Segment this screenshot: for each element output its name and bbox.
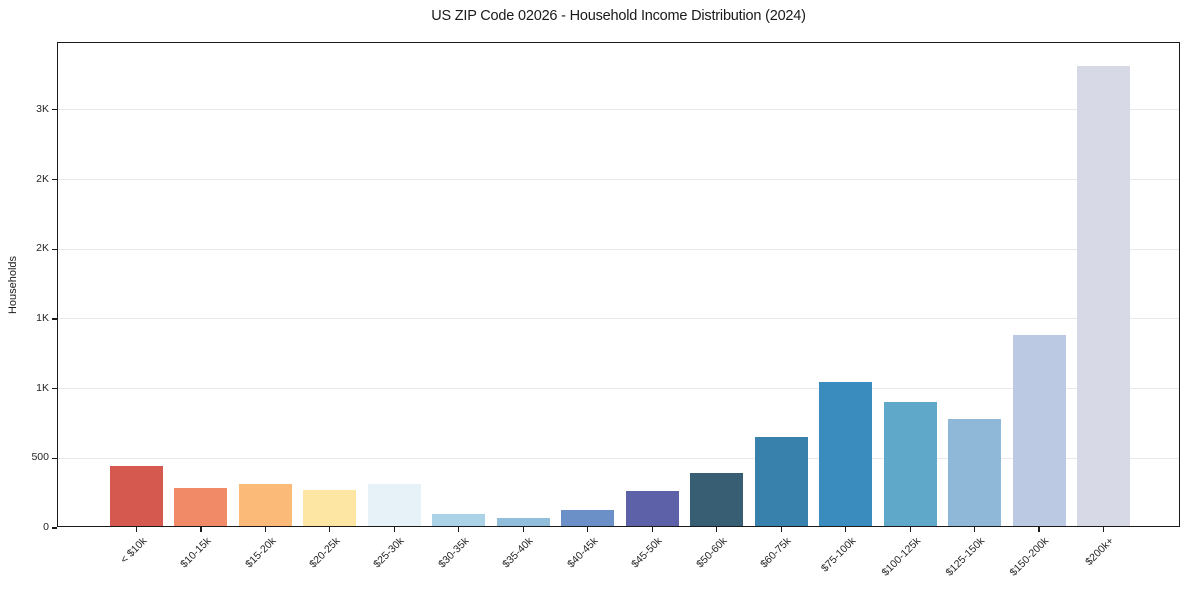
x-tick-mark [587, 527, 589, 532]
x-tick-mark [135, 527, 138, 532]
x-tick-label: $40-45k [564, 535, 601, 571]
x-tick-label: $60-75k [758, 535, 794, 571]
x-tick-label: $20-25k [307, 535, 343, 571]
x-tick-mark [458, 527, 460, 532]
y-tick-label: 3K [36, 102, 49, 115]
plot-area [52, 42, 1180, 532]
x-tick-mark [1038, 527, 1040, 532]
x-tick-mark [1102, 527, 1105, 532]
x-tick-label: < $10k [117, 535, 149, 566]
bar-50-60k [690, 473, 744, 526]
bar-100-125k [883, 401, 937, 526]
x-tick-label: $25-30k [371, 535, 407, 571]
y-tick-mark [52, 318, 57, 320]
y-tick-label: 1K [36, 311, 49, 324]
x-tick-label: $125-150k [943, 535, 988, 579]
gridline-y-2000 [58, 248, 1179, 250]
x-tick-label: $35-40k [500, 535, 536, 571]
y-tick-mark [52, 109, 57, 111]
x-tick-label: $100-125k [879, 535, 923, 579]
gridline-y-2500 [58, 179, 1179, 181]
bar-125-150k [948, 419, 1002, 526]
y-tick-label: 2K [36, 242, 49, 255]
x-tick-mark [780, 527, 782, 532]
x-tick-mark [393, 527, 395, 532]
gridline-y-3000 [58, 109, 1179, 111]
x-tick-mark [522, 527, 524, 532]
gridline-y-1500 [58, 318, 1179, 320]
bar-30-35k [432, 514, 486, 526]
y-tick-mark [52, 178, 57, 181]
x-tick-label: $75-100k [818, 535, 859, 575]
x-tick-mark [200, 527, 202, 532]
y-axis-label: Households [7, 255, 19, 314]
x-tick-label: $10-15k [178, 535, 214, 571]
x-tick-label: $15-20k [242, 535, 278, 571]
x-tick-label: $30-35k [436, 535, 472, 571]
x-tick-mark [329, 527, 331, 532]
x-tick-label: $150-200k [1008, 535, 1052, 579]
y-tick-label: 1K [36, 381, 49, 394]
bar-10-15k [174, 488, 228, 526]
y-tick-mark [52, 527, 57, 529]
y-tick-mark [52, 388, 57, 390]
bar-25-30k [367, 483, 421, 526]
bar-10k [110, 466, 163, 526]
bar-60-75k [754, 436, 808, 526]
x-tick-mark [651, 527, 653, 532]
y-tick-label: 2K [36, 172, 49, 185]
x-tick-mark [264, 527, 267, 532]
x-tick-mark [974, 527, 976, 532]
y-tick-mark [52, 248, 57, 250]
y-tick-mark [52, 457, 57, 459]
x-tick-mark [909, 527, 911, 532]
chart-title: US ZIP Code 02026 - Household Income Dis… [431, 8, 806, 24]
y-tick-label: 500 [31, 451, 49, 464]
bar-20-25k [303, 490, 357, 526]
bar-150-200k [1012, 335, 1066, 526]
bar-45-50k [625, 491, 679, 526]
bar-75-100k [819, 382, 873, 526]
bar-200k [1077, 66, 1131, 526]
x-tick-label: $50-60k [693, 535, 730, 571]
x-tick-mark [716, 527, 718, 532]
x-tick-mark [845, 527, 847, 532]
y-tick-label: 0 [43, 521, 49, 533]
bar-15-20k [238, 484, 292, 526]
bar-40-45k [561, 509, 615, 526]
bar-35-40k [496, 517, 550, 526]
gridline-y-1000 [58, 388, 1179, 390]
gridline-y-500 [58, 457, 1179, 459]
x-tick-label: $200k+ [1082, 535, 1117, 569]
x-tick-label: $45-50k [629, 535, 665, 571]
